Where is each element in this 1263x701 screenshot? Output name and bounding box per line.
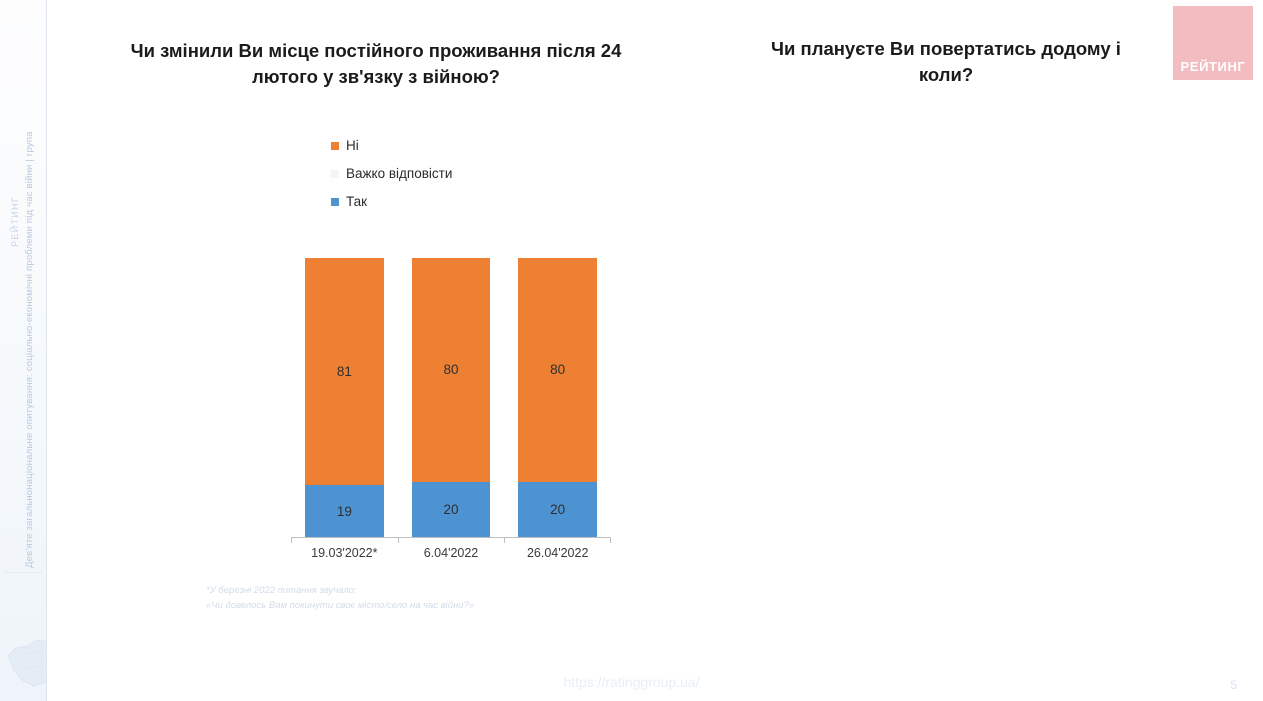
bar-value-label: 20 <box>550 502 566 518</box>
bar-segment-ni[interactable]: 80 <box>411 258 491 482</box>
legend-swatch-icon <box>331 141 339 150</box>
chart-footnote: *У березні 2022 питання звучало: «Чи дов… <box>206 584 726 613</box>
legend-label: Ні <box>346 138 359 153</box>
x-axis-label: 26.04'2022 <box>526 546 589 560</box>
logo-text: РЕЙТИНГ <box>1180 59 1246 74</box>
bar-slot: 80 20 <box>398 258 505 538</box>
chart-title-left: Чи змінили Ви місце постійного проживанн… <box>130 40 622 88</box>
bar-value-label: 80 <box>550 362 566 378</box>
sidebar-divider <box>4 572 42 573</box>
legend-label: Так <box>346 194 368 209</box>
chart-panel-residence: Чи змінили Ви місце постійного проживанн… <box>46 0 706 701</box>
chart-legend-left: Ні Важко відповісти Так <box>331 138 452 222</box>
survey-title-vertical: Дев'яте загальнонаціональне опитування: … <box>24 131 35 568</box>
bar-segment-tak[interactable]: 20 <box>411 482 491 538</box>
bar-value-label: 20 <box>443 502 459 518</box>
ukraine-map-icon <box>7 639 46 687</box>
bar-group-left: 81 19 80 20 <box>291 258 611 538</box>
legend-label: Важко відповісти <box>346 166 453 181</box>
x-axis-label: 19.03'2022* <box>311 546 378 560</box>
sidebar-background <box>0 0 46 701</box>
chart-title-right: Чи плануєте Ви повертатись додому і коли… <box>771 38 1121 86</box>
bar-segment-tak[interactable]: 20 <box>518 482 598 538</box>
bar-segment-ni[interactable]: 80 <box>518 258 598 482</box>
stacked-bar[interactable]: 81 19 <box>304 258 384 538</box>
legend-item[interactable]: Ні <box>331 138 452 153</box>
x-axis-labels-left: 19.03'2022* 6.04'2022 26.04'2022 <box>291 546 611 560</box>
legend-swatch-icon <box>331 197 339 206</box>
bar-slot: 81 19 <box>291 258 398 538</box>
footnote-line-2: «Чи довелось Вам покинути своє місто/сел… <box>206 599 475 611</box>
footer-url[interactable]: https://ratinggroup.ua/ <box>563 674 700 690</box>
rating-group-logo: РЕЙТИНГ <box>1173 6 1253 80</box>
stacked-bar[interactable]: 80 20 <box>518 258 598 538</box>
bar-slot: 80 20 <box>504 258 611 538</box>
plot-area-left: 81 19 80 20 <box>291 258 611 543</box>
legend-item[interactable]: Важко відповісти <box>331 166 452 181</box>
stacked-bar[interactable]: 80 20 <box>411 258 491 538</box>
footnote-line-1: *У березні 2022 питання звучало: <box>206 585 357 596</box>
x-axis-ticks-left <box>291 538 611 543</box>
legend-item[interactable]: Так <box>331 194 452 209</box>
left-sidebar: Дев'яте загальнонаціональне опитування: … <box>0 0 47 701</box>
bar-value-label: 80 <box>443 362 459 378</box>
page-number: 5 <box>1230 678 1237 692</box>
bar-value-label: 81 <box>336 363 352 379</box>
sidebar-brand-label: РЕЙТИНГ <box>10 196 20 247</box>
bar-value-label: 19 <box>336 503 352 519</box>
bar-segment-ni[interactable]: 81 <box>304 258 384 485</box>
legend-swatch-icon <box>331 169 339 178</box>
chart-panel-return: Чи плануєте Ви повертатись додому і коли… <box>706 0 1176 701</box>
bar-segment-tak[interactable]: 19 <box>304 484 384 538</box>
x-axis-line-left <box>291 537 611 538</box>
x-axis-label: 6.04'2022 <box>423 546 479 560</box>
